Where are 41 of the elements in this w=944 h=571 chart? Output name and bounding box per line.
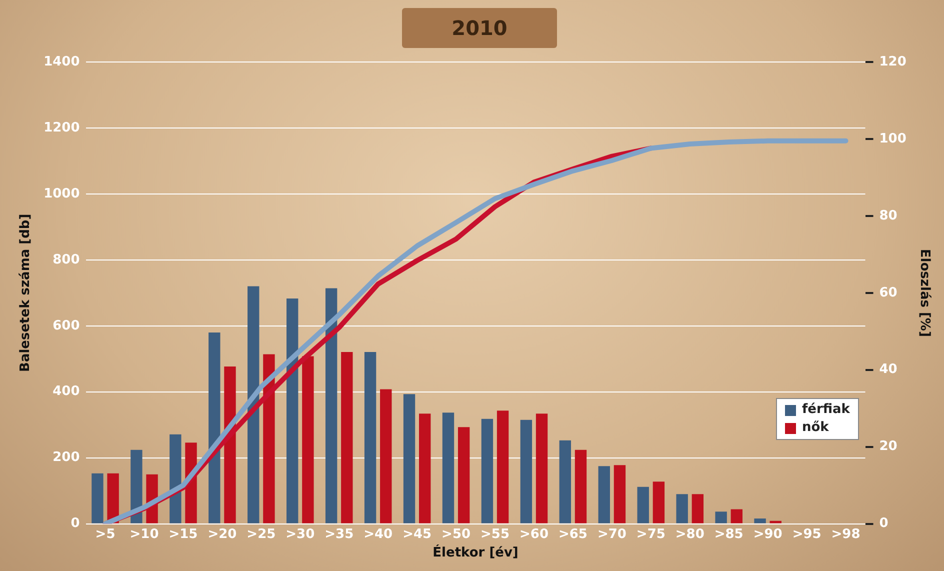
y2-tick-label: 20	[879, 439, 898, 454]
y2-tick-label: 60	[879, 285, 898, 300]
y-tick-label: 1000	[44, 186, 80, 202]
y2-tick-label: 80	[879, 208, 898, 224]
x-tick-label: >85	[714, 526, 744, 542]
y-axis-title: Balesetek száma [db]	[18, 214, 34, 372]
legend-label: férfiak	[802, 401, 850, 419]
x-tick-label: >95	[792, 526, 822, 542]
x-tick-label: >15	[168, 526, 198, 542]
x-tick-label: >20	[208, 526, 237, 542]
y2-tick-label: 100	[879, 131, 906, 146]
x-tick-label: >90	[753, 526, 782, 542]
x-tick-label: >45	[402, 526, 432, 542]
x-tick-label: >60	[519, 526, 548, 542]
x-tick-label: >80	[675, 526, 704, 542]
chart-title: 2010	[402, 8, 557, 48]
x-tick-label: >98	[831, 526, 860, 542]
y-tick-label: 400	[52, 384, 80, 400]
x-axis-title: Életkor [év]	[432, 544, 518, 561]
y2-tick-label: 120	[879, 54, 906, 70]
x-tick-label: >35	[324, 526, 354, 542]
y2-tick-label: 40	[879, 362, 898, 378]
y-tick-label: 200	[52, 450, 80, 466]
x-tick-label: >25	[246, 526, 276, 542]
legend-label: nők	[802, 419, 829, 437]
y-tick-label: 800	[52, 252, 80, 268]
x-tick-label: >70	[597, 526, 626, 542]
x-tick-label: >40	[364, 526, 393, 542]
x-tick-label: >55	[480, 526, 510, 542]
y-tick-label: 1400	[44, 54, 80, 70]
x-tick-label: >50	[442, 526, 471, 542]
x-tick-label: >65	[558, 526, 588, 542]
y-tick-label: 0	[70, 516, 80, 532]
y2-axis-title: Eloszlás [%]	[916, 248, 932, 337]
x-tick-label: >30	[286, 526, 315, 542]
y-tick-label: 1200	[44, 120, 80, 136]
y2-tick-label: 0	[879, 516, 888, 532]
x-tick-label: >75	[636, 526, 666, 542]
y-tick-label: 600	[52, 318, 80, 334]
x-tick-label: >5	[95, 526, 116, 542]
x-tick-label: >10	[130, 526, 159, 542]
